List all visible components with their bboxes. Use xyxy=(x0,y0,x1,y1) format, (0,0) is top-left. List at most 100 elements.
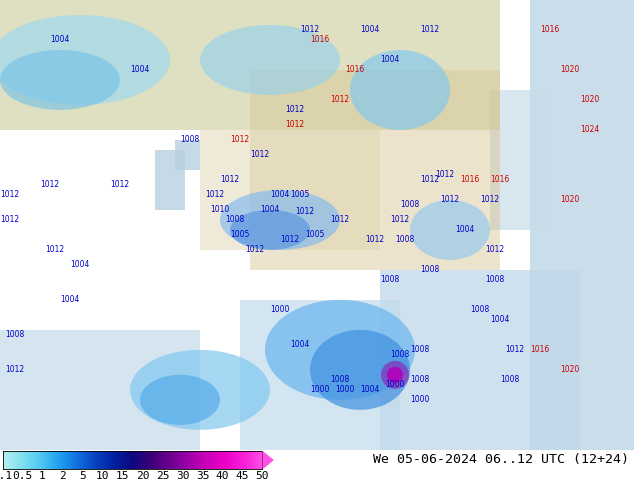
Text: 1008: 1008 xyxy=(486,275,505,284)
Text: 1012: 1012 xyxy=(330,96,349,104)
Text: 50: 50 xyxy=(256,471,269,481)
Ellipse shape xyxy=(0,50,120,110)
Text: 1008: 1008 xyxy=(401,200,420,209)
Text: 1000: 1000 xyxy=(385,380,404,390)
Polygon shape xyxy=(262,451,274,469)
Text: 1004: 1004 xyxy=(455,225,475,234)
Text: 40: 40 xyxy=(216,471,230,481)
Text: 2: 2 xyxy=(59,471,66,481)
Bar xyxy=(200,130,380,250)
Text: 1004: 1004 xyxy=(50,35,70,45)
Text: 1012: 1012 xyxy=(505,345,524,354)
Text: 20: 20 xyxy=(136,471,149,481)
Text: 1012: 1012 xyxy=(441,196,460,204)
Text: 1020: 1020 xyxy=(560,366,579,374)
Text: 1012: 1012 xyxy=(420,175,439,184)
Text: 1: 1 xyxy=(39,471,46,481)
Text: 5: 5 xyxy=(79,471,86,481)
Text: 1012: 1012 xyxy=(1,216,20,224)
Text: 1008: 1008 xyxy=(470,305,489,315)
Ellipse shape xyxy=(310,330,410,410)
Text: 1012: 1012 xyxy=(110,180,129,190)
Text: 1016: 1016 xyxy=(311,35,330,45)
Bar xyxy=(380,270,580,450)
Text: 1004: 1004 xyxy=(290,341,309,349)
Text: 1012: 1012 xyxy=(250,150,269,159)
Text: 1016: 1016 xyxy=(460,175,480,184)
Text: 1004: 1004 xyxy=(131,66,150,74)
Text: 1016: 1016 xyxy=(346,66,365,74)
Text: 1012: 1012 xyxy=(301,25,320,34)
Text: 1020: 1020 xyxy=(560,66,579,74)
Bar xyxy=(490,90,550,230)
Text: 1012: 1012 xyxy=(391,216,410,224)
Ellipse shape xyxy=(0,15,170,105)
Text: 45: 45 xyxy=(236,471,249,481)
Text: 1004: 1004 xyxy=(490,316,510,324)
Text: 1005: 1005 xyxy=(306,230,325,240)
Text: 1020: 1020 xyxy=(580,96,600,104)
Text: 1008: 1008 xyxy=(410,345,430,354)
Text: 1008: 1008 xyxy=(500,375,520,384)
Ellipse shape xyxy=(350,50,450,130)
Text: 1012: 1012 xyxy=(41,180,60,190)
Bar xyxy=(0,330,200,450)
Text: 1012: 1012 xyxy=(6,366,25,374)
Text: 1008: 1008 xyxy=(181,135,200,145)
Text: 1008: 1008 xyxy=(410,375,430,384)
Text: 1000: 1000 xyxy=(410,395,430,404)
Text: 1012: 1012 xyxy=(436,171,455,179)
Text: 1012: 1012 xyxy=(285,105,304,115)
Text: 15: 15 xyxy=(116,471,129,481)
Text: 1005: 1005 xyxy=(290,191,309,199)
Text: 1008: 1008 xyxy=(380,275,399,284)
Text: 1004: 1004 xyxy=(60,295,80,304)
Ellipse shape xyxy=(130,350,270,430)
Text: 1012: 1012 xyxy=(1,191,20,199)
Bar xyxy=(250,70,500,270)
Text: 1016: 1016 xyxy=(540,25,560,34)
Ellipse shape xyxy=(220,190,340,250)
Text: Precipitation (6h) [mm] ECMWF: Precipitation (6h) [mm] ECMWF xyxy=(5,453,237,466)
Text: 1008: 1008 xyxy=(330,375,349,384)
Text: 1010: 1010 xyxy=(210,205,230,215)
Text: 1012: 1012 xyxy=(280,235,299,245)
Text: 1012: 1012 xyxy=(285,121,304,129)
Bar xyxy=(155,150,185,210)
Text: 1016: 1016 xyxy=(531,345,550,354)
Text: 1004: 1004 xyxy=(360,25,380,34)
Text: 35: 35 xyxy=(196,471,209,481)
Ellipse shape xyxy=(265,300,415,400)
Text: 0.5: 0.5 xyxy=(13,471,33,481)
Text: 1020: 1020 xyxy=(560,196,579,204)
Text: 1004: 1004 xyxy=(380,55,399,65)
Text: 1012: 1012 xyxy=(481,196,500,204)
Text: 1012: 1012 xyxy=(295,207,314,217)
Ellipse shape xyxy=(200,25,340,95)
Text: 1016: 1016 xyxy=(490,175,510,184)
Text: 1000: 1000 xyxy=(335,385,354,394)
Text: 1012: 1012 xyxy=(420,25,439,34)
Text: 1012: 1012 xyxy=(205,191,224,199)
Circle shape xyxy=(381,361,409,389)
Ellipse shape xyxy=(140,375,220,425)
Circle shape xyxy=(387,367,403,383)
Bar xyxy=(530,0,634,450)
Text: 1012: 1012 xyxy=(46,245,65,254)
Text: 1004: 1004 xyxy=(261,205,280,215)
Bar xyxy=(240,300,400,450)
Text: 1012: 1012 xyxy=(365,235,385,245)
Bar xyxy=(175,140,200,170)
Text: 1005: 1005 xyxy=(230,230,250,240)
Text: 1012: 1012 xyxy=(245,245,264,254)
Text: 1008: 1008 xyxy=(396,235,415,245)
Text: 1012: 1012 xyxy=(230,135,250,145)
Text: 10: 10 xyxy=(96,471,109,481)
Text: 1004: 1004 xyxy=(270,191,290,199)
Text: 1008: 1008 xyxy=(225,216,245,224)
Ellipse shape xyxy=(410,200,490,260)
Text: 0.1: 0.1 xyxy=(0,471,13,481)
Text: 1000: 1000 xyxy=(270,305,290,315)
Text: 1012: 1012 xyxy=(221,175,240,184)
Text: 1008: 1008 xyxy=(391,350,410,359)
